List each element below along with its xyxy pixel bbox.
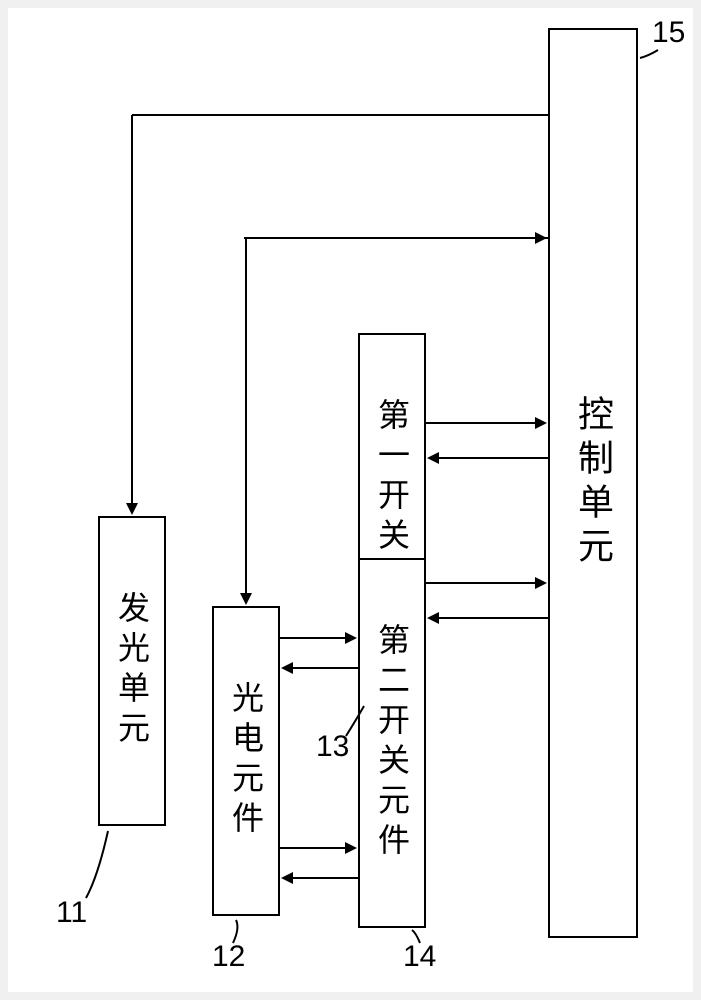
connections (8, 8, 701, 1008)
diagram-container: 发光单元 光电元件 第一开关元件 第二开关元件 控制单元 11 12 13 14… (0, 0, 701, 1000)
diagram-inner: 发光单元 光电元件 第一开关元件 第二开关元件 控制单元 11 12 13 14… (8, 8, 693, 992)
